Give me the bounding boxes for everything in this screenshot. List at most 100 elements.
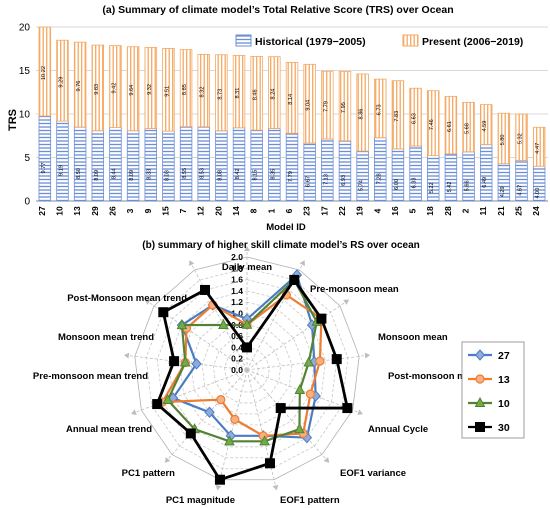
bar-value-label: 6.33 bbox=[412, 178, 418, 189]
bar-present bbox=[162, 48, 175, 132]
bar-present bbox=[268, 56, 281, 129]
bar-x-tick-label: 28 bbox=[443, 206, 453, 216]
radar-r-tick-label: 1.6 bbox=[231, 275, 243, 285]
radar-spoke-arrow bbox=[189, 260, 195, 267]
bar-value-label: 8.53 bbox=[200, 168, 206, 179]
bar-value-label: 7.95 bbox=[341, 102, 347, 113]
bar-x-tick-label: 22 bbox=[337, 206, 347, 216]
radar-point bbox=[303, 356, 315, 367]
radar-point bbox=[216, 395, 226, 405]
radar-r-tick-label: 0.0 bbox=[231, 365, 243, 375]
bar-value-label: 5.74 bbox=[359, 180, 365, 191]
radar-axis-label: Daily mean bbox=[222, 262, 272, 273]
bar-historical bbox=[215, 130, 228, 202]
radar-point bbox=[331, 354, 342, 365]
radar-point bbox=[342, 403, 353, 414]
bar-value-label: 8.08 bbox=[217, 170, 223, 181]
bar-x-tick-label: 3 bbox=[125, 208, 135, 213]
radar-spoke-arrow bbox=[272, 484, 279, 491]
bar-x-tick-label: 11 bbox=[478, 206, 488, 215]
bar-legend: Historical (1979−2005) Present (2006−201… bbox=[235, 34, 523, 48]
bar-value-label: 8.03 bbox=[164, 170, 170, 181]
radar-point bbox=[474, 396, 486, 407]
bar-historical bbox=[374, 137, 387, 202]
bar-value-label: 8.31 bbox=[235, 88, 241, 99]
radar-series-line bbox=[166, 278, 318, 443]
legend-swatch-present bbox=[402, 34, 419, 47]
bar-x-tick-label: 29 bbox=[90, 206, 100, 216]
bar-value-label: 7.83 bbox=[394, 111, 400, 122]
radar-axis-label: Post-monsoon mean bbox=[388, 371, 482, 382]
radar-grid-ring bbox=[190, 313, 304, 426]
bar-historical bbox=[109, 127, 122, 202]
bar-value-label: 8.86 bbox=[359, 109, 365, 120]
bar-historical bbox=[285, 132, 299, 202]
bar-present bbox=[179, 49, 193, 128]
radar-spoke-arrow bbox=[215, 484, 222, 491]
legend-label-present: Present (2006−2019) bbox=[422, 36, 523, 48]
radar-spoke-arrow bbox=[131, 409, 137, 416]
bar-x-tick-label: 2 bbox=[461, 208, 471, 213]
bar-historical bbox=[250, 129, 263, 202]
bar-value-label: 9.32 bbox=[147, 84, 153, 95]
radar-r-tick-label: 1.2 bbox=[231, 297, 243, 307]
bar-y-tick-label: 15 bbox=[19, 66, 31, 77]
bar-value-label: 8.24 bbox=[270, 89, 276, 100]
bar-chart: (a) Summary of climate model’s Total Rel… bbox=[7, 4, 548, 233]
radar-axis-labels: Daily mean Pre-monsoon mean Monsoon mean Po… bbox=[33, 262, 482, 506]
bar-value-label: 9.42 bbox=[111, 83, 117, 94]
bar-value-label: 8.44 bbox=[111, 168, 117, 179]
bar-series: 9.77 10.22 9.19 9.29 8.50 9.76 8.09 9.83 8.44 9.4… bbox=[38, 26, 546, 202]
radar-point bbox=[305, 389, 315, 399]
bar-x-tick-label: 20 bbox=[213, 206, 223, 216]
bar-value-label: 8.50 bbox=[76, 168, 82, 179]
bar-x-tick-label: 25 bbox=[514, 206, 524, 216]
bar-present bbox=[56, 39, 69, 122]
bar-value-label: 8.55 bbox=[182, 168, 188, 179]
bar-present bbox=[338, 71, 352, 142]
radar-series-line bbox=[155, 277, 350, 482]
radar-spoke-arrow bbox=[364, 352, 371, 359]
bar-x-tick-label: 6 bbox=[284, 208, 294, 213]
radar-axis-label: PC1 magnitude bbox=[166, 495, 235, 506]
radar-grid-ring bbox=[145, 267, 349, 470]
bar-y-tick-label: 20 bbox=[19, 23, 31, 34]
radar-spoke-arrow bbox=[144, 299, 151, 305]
bar-historical bbox=[232, 127, 246, 202]
radar-series-30 bbox=[152, 274, 353, 485]
radar-legend-label: 30 bbox=[498, 422, 510, 434]
bar-value-label: 8.42 bbox=[235, 168, 241, 179]
radar-r-tick-label: 0.4 bbox=[231, 342, 243, 352]
radar-chart-title: (b) summary of higher skill climate mode… bbox=[142, 240, 420, 251]
bar-chart-xlabel: Model ID bbox=[266, 222, 306, 233]
radar-axis-label: Monsoon mean bbox=[378, 332, 448, 343]
bar-value-label: 8.14 bbox=[288, 94, 294, 105]
bar-value-label: 4.00 bbox=[535, 188, 541, 199]
bar-x-tick-label: 16 bbox=[390, 206, 400, 216]
bar-value-label: 6.61 bbox=[447, 121, 453, 132]
radar-r-tick-label: 2.0 bbox=[231, 252, 243, 262]
bar-present bbox=[232, 55, 246, 129]
radar-spoke-arrow bbox=[123, 352, 130, 359]
radar-grid-ring bbox=[235, 358, 259, 382]
bar-historical bbox=[268, 127, 281, 202]
bar-x-tick-label: 14 bbox=[231, 206, 241, 216]
radar-axis-label: Annual mean trend bbox=[66, 424, 152, 435]
bar-x-tick-label: 19 bbox=[355, 206, 365, 216]
bar-value-label: 5.42 bbox=[447, 181, 453, 192]
bar-x-tick-label: 8 bbox=[249, 208, 259, 213]
legend-label-historical: Historical (1979−2005) bbox=[255, 36, 366, 48]
radar-legend-label: 10 bbox=[498, 398, 510, 410]
radar-point bbox=[275, 403, 286, 414]
bar-present bbox=[409, 87, 422, 147]
radar-grid-ring bbox=[201, 324, 293, 415]
radar-axis-label: Pre-monsoon mean bbox=[310, 284, 399, 295]
bar-x-tick-label: 13 bbox=[72, 206, 82, 216]
bar-value-label: 6.63 bbox=[412, 113, 418, 124]
bar-value-label: 9.51 bbox=[164, 86, 170, 97]
legend-swatch-historical bbox=[235, 34, 252, 47]
bar-present bbox=[427, 90, 440, 156]
bar-value-label: 7.13 bbox=[323, 174, 329, 185]
bar-x-tick-label: 7 bbox=[178, 208, 188, 213]
radar-point bbox=[230, 414, 240, 424]
